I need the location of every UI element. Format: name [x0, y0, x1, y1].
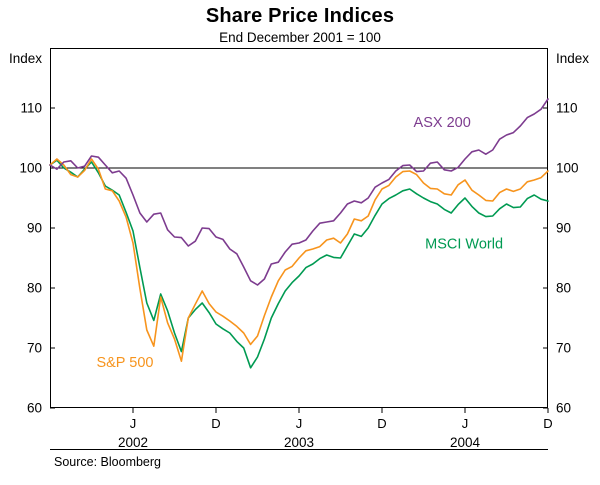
- unit-label-right: Index: [556, 51, 589, 66]
- source-note: Source: Bloomberg: [54, 455, 162, 469]
- series-line-msci-world: [49, 159, 549, 369]
- x-tick-label: D: [543, 416, 552, 431]
- series-line-asx-200: [49, 98, 549, 286]
- series-label-asx-200: ASX 200: [414, 115, 471, 131]
- series-label-msci-world: MSCI World: [425, 236, 503, 252]
- year-label: 2003: [284, 435, 314, 450]
- x-tick-label: D: [211, 416, 220, 431]
- series-label-s-p-500: S&P 500: [96, 355, 153, 371]
- x-tick-label: D: [377, 416, 386, 431]
- x-tick-label: J: [130, 416, 137, 431]
- year-label: 2004: [450, 435, 481, 450]
- chart-title: Share Price Indices: [205, 5, 395, 27]
- unit-label-left: Index: [9, 51, 42, 66]
- y-tick-label-right: 90: [556, 221, 571, 236]
- x-tick-label: J: [296, 416, 303, 431]
- series-line-s-p-500: [49, 158, 549, 363]
- x-tick-label: J: [462, 416, 469, 431]
- y-tick-label-right: 110: [556, 101, 578, 116]
- plot-border: [50, 48, 548, 408]
- y-tick-label-left: 60: [27, 401, 42, 416]
- y-tick-label-left: 100: [19, 161, 42, 176]
- y-tick-label-left: 110: [20, 101, 42, 116]
- y-tick-label-right: 100: [556, 161, 579, 176]
- y-tick-label-left: 90: [27, 221, 42, 236]
- y-tick-label-right: 80: [556, 281, 571, 296]
- y-tick-label-left: 80: [27, 281, 42, 296]
- y-tick-label-right: 60: [556, 401, 571, 416]
- chart-subtitle: End December 2001 = 100: [219, 30, 381, 45]
- y-tick-label-right: 70: [556, 341, 571, 356]
- y-tick-label-left: 70: [27, 341, 42, 356]
- year-label: 2002: [118, 435, 148, 450]
